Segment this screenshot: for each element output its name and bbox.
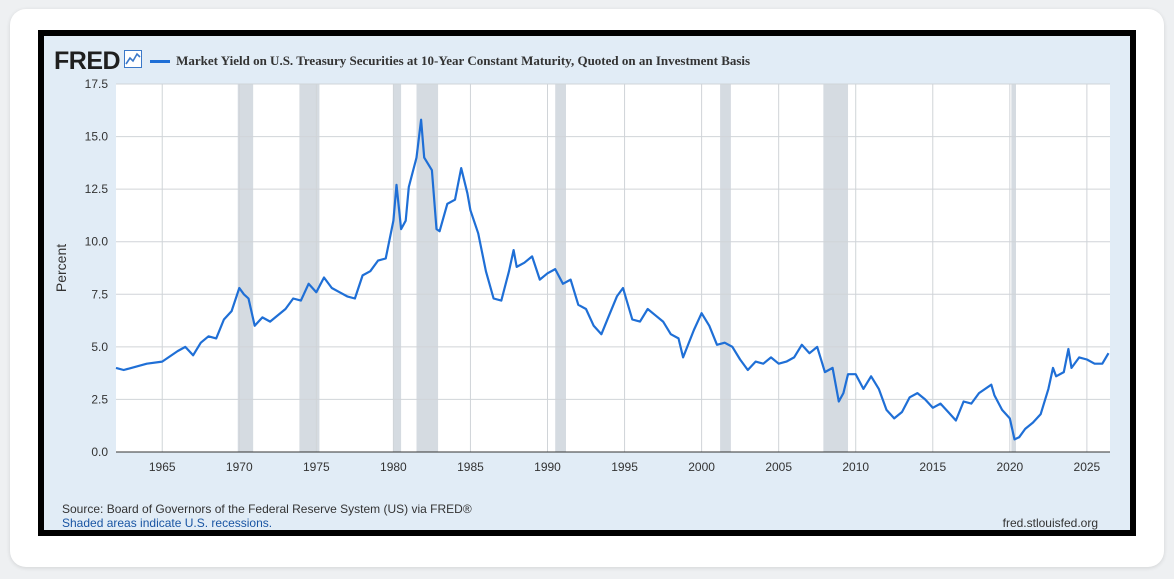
y-tick-label-3: 7.5 bbox=[91, 287, 108, 301]
plot-area bbox=[116, 84, 1110, 452]
x-tick-label-9: 2010 bbox=[842, 460, 869, 474]
y-tick-label-6: 15.0 bbox=[85, 130, 109, 144]
x-tick-label-3: 1980 bbox=[380, 460, 407, 474]
recession-band-5 bbox=[720, 84, 731, 452]
x-tick-label-1: 1970 bbox=[226, 460, 253, 474]
recession-band-0 bbox=[237, 84, 254, 452]
x-tick-label-8: 2005 bbox=[765, 460, 792, 474]
y-tick-label-2: 5.0 bbox=[91, 340, 108, 354]
x-tick-label-11: 2020 bbox=[996, 460, 1023, 474]
recession-band-4 bbox=[555, 84, 566, 452]
graph-header: FRED Market Yield on U.S. Treasury Secur… bbox=[54, 46, 750, 76]
recession-band-6 bbox=[823, 84, 849, 452]
chart-line-icon bbox=[124, 49, 143, 73]
fred-logo[interactable]: FRED bbox=[54, 46, 121, 75]
y-tick-label-7: 17.5 bbox=[85, 77, 109, 91]
y-tick-label-0: 0.0 bbox=[91, 445, 108, 459]
chart-svg: 0.0 2.5 5.0 7.5 10.0 12.5 15.0 17.5 1965 1970 1975… bbox=[53, 77, 1110, 474]
y-axis-label: Percent bbox=[53, 244, 69, 292]
footer-left: Source: Board of Governors of the Federa… bbox=[62, 502, 472, 530]
x-tick-label-12: 2025 bbox=[1074, 460, 1101, 474]
recession-band-1 bbox=[299, 84, 320, 452]
chart-title: Market Yield on U.S. Treasury Securities… bbox=[176, 53, 751, 68]
y-tick-label-1: 2.5 bbox=[91, 392, 108, 406]
legend-series-swatch bbox=[150, 59, 171, 63]
x-tick-label-2: 1975 bbox=[303, 460, 330, 474]
x-tick-label-10: 2015 bbox=[919, 460, 946, 474]
recession-note[interactable]: Shaded areas indicate U.S. recessions. bbox=[62, 516, 273, 530]
y-tick-label-5: 12.5 bbox=[85, 182, 109, 196]
x-tick-label-5: 1990 bbox=[534, 460, 561, 474]
x-tick-label-4: 1985 bbox=[457, 460, 484, 474]
x-tick-label-7: 2000 bbox=[688, 460, 715, 474]
recession-band-7 bbox=[1011, 84, 1016, 452]
source-text: Source: Board of Governors of the Federa… bbox=[62, 502, 472, 516]
x-tick-label-6: 1995 bbox=[611, 460, 638, 474]
y-tick-label-4: 10.0 bbox=[85, 235, 109, 249]
series-line-10y-yield bbox=[115, 118, 1110, 441]
site-link[interactable]: fred.stlouisfed.org bbox=[1002, 516, 1098, 530]
recession-band-2 bbox=[393, 84, 402, 452]
fred-graph-panel: FRED Market Yield on U.S. Treasury Secur… bbox=[44, 36, 1130, 530]
x-tick-label-0: 1965 bbox=[149, 460, 176, 474]
